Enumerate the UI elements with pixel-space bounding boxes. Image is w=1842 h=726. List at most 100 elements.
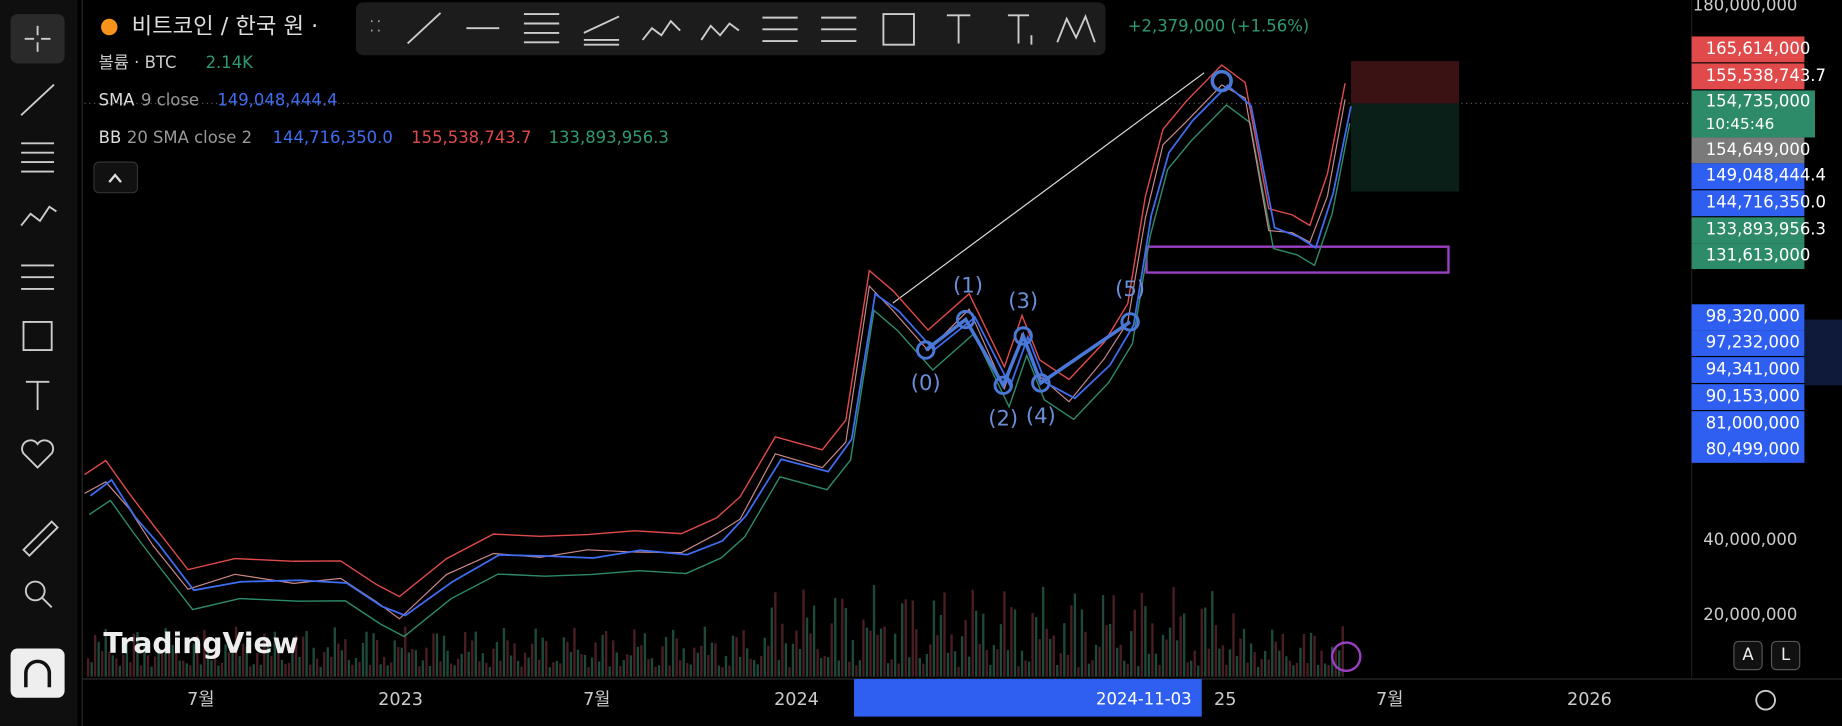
volume-bar <box>724 655 728 677</box>
volume-bar <box>703 626 707 677</box>
wave-point <box>1120 312 1140 332</box>
volume-bar <box>1235 656 1239 677</box>
stop-zone <box>1350 61 1460 104</box>
scale-button-label: A <box>1742 645 1754 664</box>
date-label: 2024-11-03 <box>1096 690 1192 709</box>
volume-bar <box>1098 646 1101 677</box>
volume-bar <box>492 648 495 677</box>
volume-bar <box>178 660 181 677</box>
volume-bar <box>277 650 280 677</box>
wave-label: (1) <box>953 273 983 298</box>
volume-bar <box>583 654 587 677</box>
volume-bar <box>590 657 594 677</box>
volume-bar <box>488 667 492 677</box>
volume-bar <box>978 643 981 677</box>
scale-button-label: L <box>1781 645 1791 664</box>
fib2-tool <box>821 16 857 43</box>
price-tag-text: 94,341,000 <box>1706 360 1800 379</box>
volume-bar <box>1313 635 1316 677</box>
volume-bar <box>541 637 544 677</box>
volume-bar <box>1168 627 1172 677</box>
cursor-button[interactable] <box>10 14 65 64</box>
wave-label: (5) <box>1115 276 1145 301</box>
volume-bar <box>559 663 562 677</box>
volume-bar <box>1278 650 1281 677</box>
volume-bar <box>597 661 601 677</box>
volume-bar <box>227 652 231 677</box>
pattern-tool <box>1056 13 1096 43</box>
volume-bar <box>960 636 964 677</box>
rect-tool <box>882 13 915 46</box>
volume-bar <box>1309 632 1313 677</box>
wave-tool <box>641 19 681 41</box>
volume-bar <box>1207 648 1210 677</box>
volume-bar <box>365 631 368 677</box>
volume-bar <box>929 644 932 677</box>
volume-bar <box>1327 665 1330 677</box>
volume-bar <box>982 613 985 677</box>
wave-label: (4) <box>1026 403 1056 428</box>
volume-bar <box>206 640 210 677</box>
volume-bar <box>460 653 463 677</box>
volume-bar <box>439 661 442 677</box>
time-axis-label: 2024 <box>774 690 819 710</box>
price-tag-text: 149,048,444.4 <box>1706 166 1826 185</box>
volume-bar <box>1175 640 1179 677</box>
volume-bar <box>788 667 791 677</box>
volume-bar <box>323 652 326 677</box>
volume-bar <box>728 665 731 677</box>
volume-bar <box>862 619 865 677</box>
settings-icon[interactable] <box>1755 689 1776 711</box>
price-tag-text: 81,000,000 <box>1706 414 1800 433</box>
volume-bar <box>291 653 294 677</box>
price-axis-label: 20,000,000 <box>1703 605 1797 624</box>
bb-name[interactable]: BB <box>99 128 122 147</box>
price-tag <box>1691 163 1805 190</box>
wave-point <box>1031 373 1051 393</box>
volume-bar <box>622 660 625 677</box>
volume-bar <box>858 660 862 677</box>
scale-button[interactable] <box>1733 640 1763 671</box>
volume-bar <box>516 660 520 677</box>
volume-bar <box>925 653 929 677</box>
volume-bar <box>812 605 816 677</box>
volume-bar <box>481 653 484 677</box>
volume-bar <box>1218 648 1221 677</box>
volume-bar <box>876 634 879 677</box>
wave-label: (3) <box>1008 288 1038 313</box>
volume-bar <box>911 600 914 677</box>
volume-bar <box>213 651 217 677</box>
price-tag <box>1691 137 1805 164</box>
wave-point <box>955 309 976 330</box>
volume-label: 볼륨 · BTC <box>99 53 177 72</box>
volume-bar <box>805 617 809 677</box>
volume-bar <box>203 629 206 677</box>
volume-bar <box>1056 665 1059 677</box>
volume-bar <box>890 659 893 677</box>
volume-bars <box>86 585 1344 677</box>
volume-bar <box>139 665 143 677</box>
alert-icon[interactable] <box>1330 641 1362 672</box>
volume-bar <box>495 641 499 677</box>
volume-bar <box>534 628 537 677</box>
volume-bar <box>404 626 407 677</box>
volume-bar <box>1119 644 1122 677</box>
volume-bar <box>298 656 301 677</box>
volume-bar <box>157 652 160 677</box>
sma-name[interactable]: SMA <box>99 91 136 110</box>
volume-bar <box>781 623 784 677</box>
volume-bar <box>763 637 766 677</box>
scale-button[interactable] <box>1770 640 1801 671</box>
bb-basis: 144,716,350.0 <box>273 128 393 147</box>
volume-bar <box>943 592 946 677</box>
wave-point <box>993 375 1013 396</box>
highlight-range <box>1804 319 1842 386</box>
volume-bar <box>375 639 379 677</box>
volume-bar <box>86 658 90 677</box>
volume-bar <box>464 631 467 677</box>
volume-bar <box>1323 663 1327 677</box>
volume-bar <box>93 634 97 677</box>
volume-bar <box>1295 662 1299 677</box>
magnet-button[interactable] <box>10 648 65 698</box>
